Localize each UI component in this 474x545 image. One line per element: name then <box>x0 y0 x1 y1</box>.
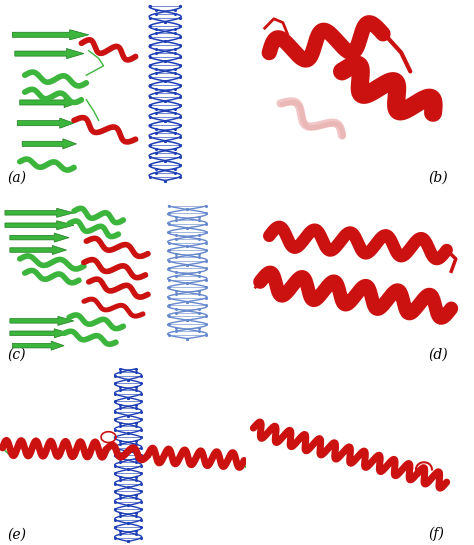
Polygon shape <box>12 341 64 350</box>
Polygon shape <box>5 208 74 217</box>
Text: (c): (c) <box>8 348 26 362</box>
Polygon shape <box>10 329 69 338</box>
Polygon shape <box>15 49 84 59</box>
Polygon shape <box>12 30 89 40</box>
Text: (d): (d) <box>428 348 448 362</box>
Polygon shape <box>10 316 74 325</box>
Polygon shape <box>5 221 74 230</box>
Polygon shape <box>10 245 66 255</box>
Polygon shape <box>10 233 69 242</box>
Text: (a): (a) <box>8 170 27 184</box>
Polygon shape <box>20 98 79 107</box>
Polygon shape <box>17 118 74 128</box>
Text: (e): (e) <box>8 528 27 541</box>
Polygon shape <box>22 139 76 149</box>
Text: (b): (b) <box>428 170 448 184</box>
Text: (f): (f) <box>428 527 444 541</box>
